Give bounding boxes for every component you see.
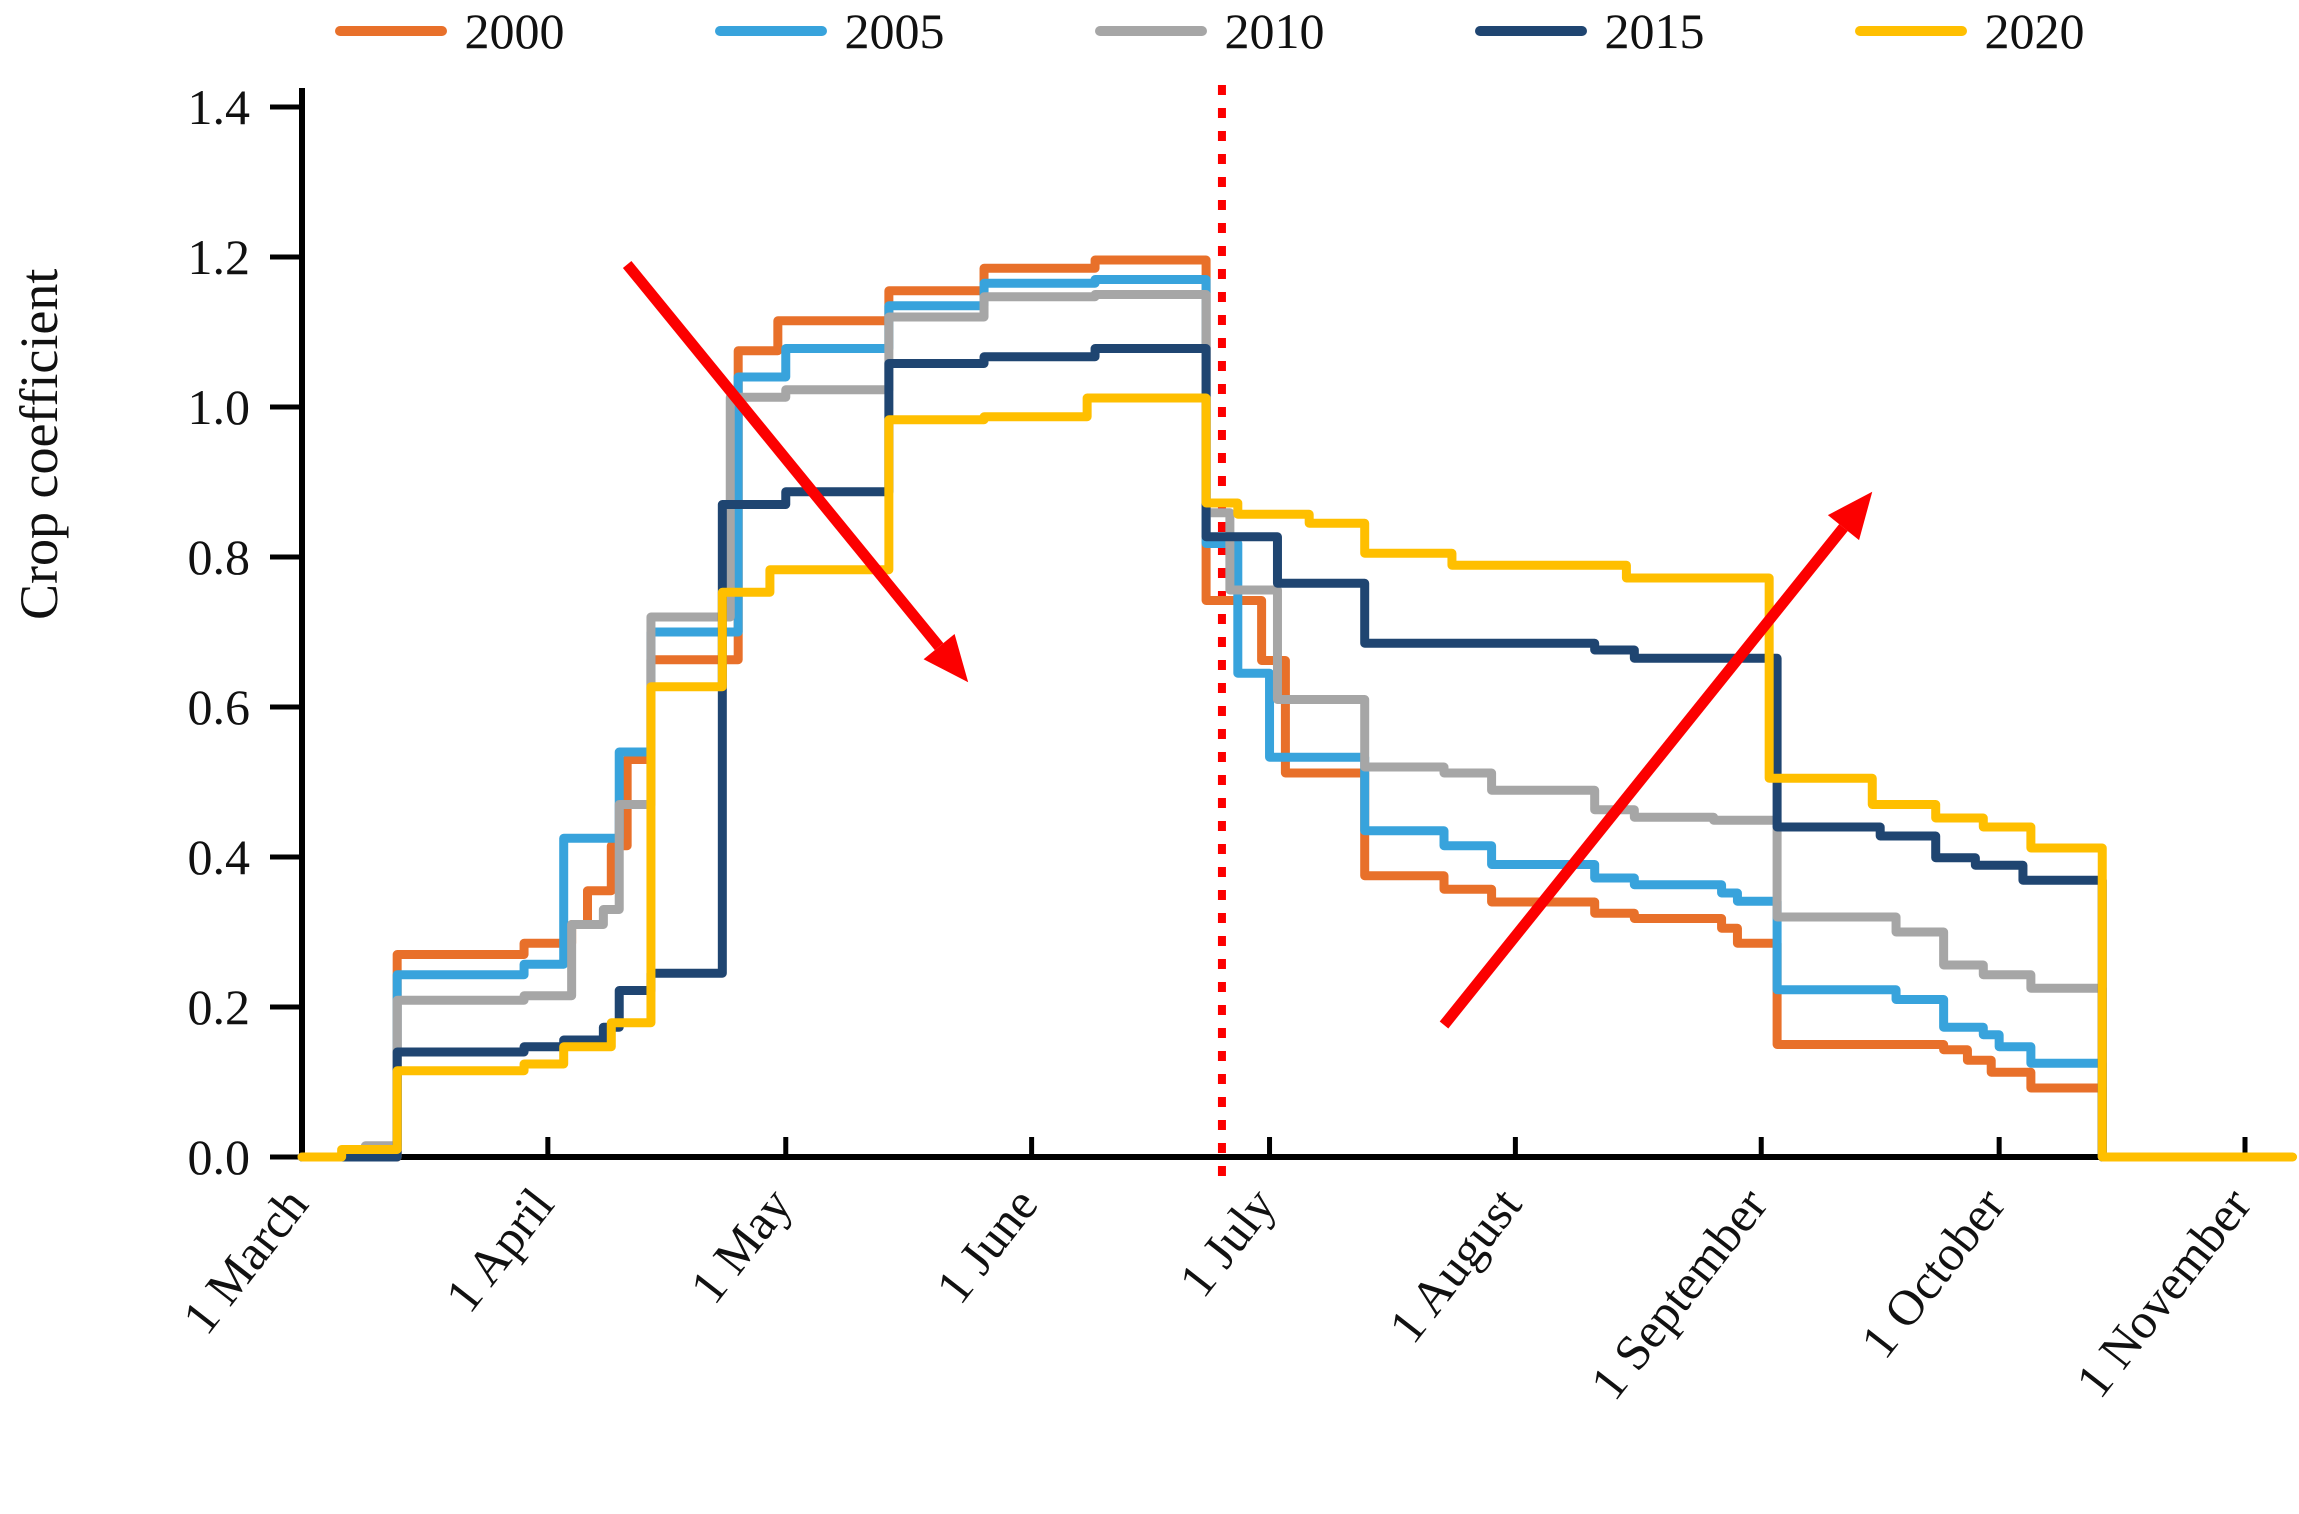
y-tick-label: 0.6 [188, 679, 251, 735]
legend-label: 2010 [1224, 3, 1325, 59]
series-line-2020 [297, 393, 2298, 1162]
legend-swatch-2000 [334, 26, 447, 36]
legend-label: 2005 [844, 3, 945, 59]
chart-legend: 2000 2005 2010 2015 2020 [0, 6, 2299, 56]
x-tick-label: 1 November [2065, 1177, 2262, 1408]
legend-swatch-2010 [1094, 26, 1207, 36]
series-line-2000 [297, 255, 2107, 1162]
legend-swatch-2005 [714, 26, 827, 36]
x-tick-label: 1 June [925, 1177, 1049, 1313]
x-tick-label: 1 August [1378, 1177, 1533, 1353]
x-tick-label: 1 March [171, 1177, 319, 1344]
legend-item-2010: 2010 [1094, 3, 1325, 59]
y-tick-label: 0.4 [188, 829, 251, 885]
y-tick-label: 0.0 [188, 1129, 251, 1185]
trend-arrow-head-2 [1827, 491, 1873, 541]
x-tick-label: 1 May [679, 1177, 803, 1313]
legend-label: 2015 [1604, 3, 1705, 59]
legend-item-2020: 2020 [1854, 3, 2085, 59]
legend-label: 2020 [1984, 3, 2085, 59]
x-tick-label: 1 September [1579, 1177, 1778, 1410]
legend-item-2000: 2000 [334, 3, 565, 59]
y-tick-label: 1.2 [188, 229, 251, 285]
series-line-2015 [297, 344, 2107, 1162]
x-tick-label: 1 October [1849, 1177, 2016, 1368]
trend-arrow-shaft-2 [1439, 524, 1848, 1029]
legend-label: 2000 [464, 3, 565, 59]
series-line-2010 [297, 290, 2107, 1162]
y-tick-label: 0.8 [188, 529, 251, 585]
legend-swatch-2020 [1854, 26, 1967, 36]
y-tick-label: 1.0 [188, 379, 251, 435]
x-tick-label: 1 July [1168, 1177, 1287, 1307]
legend-item-2005: 2005 [714, 3, 945, 59]
trend-arrow-head-1 [923, 633, 969, 683]
x-tick-label: 1 April [434, 1177, 565, 1322]
trend-arrow-shaft-1 [622, 261, 944, 651]
y-axis-title: Crop coefficient [9, 268, 69, 620]
legend-swatch-2015 [1474, 26, 1587, 36]
y-tick-label: 0.2 [188, 979, 251, 1035]
y-tick-label: 1.4 [188, 79, 251, 135]
legend-item-2015: 2015 [1474, 3, 1705, 59]
